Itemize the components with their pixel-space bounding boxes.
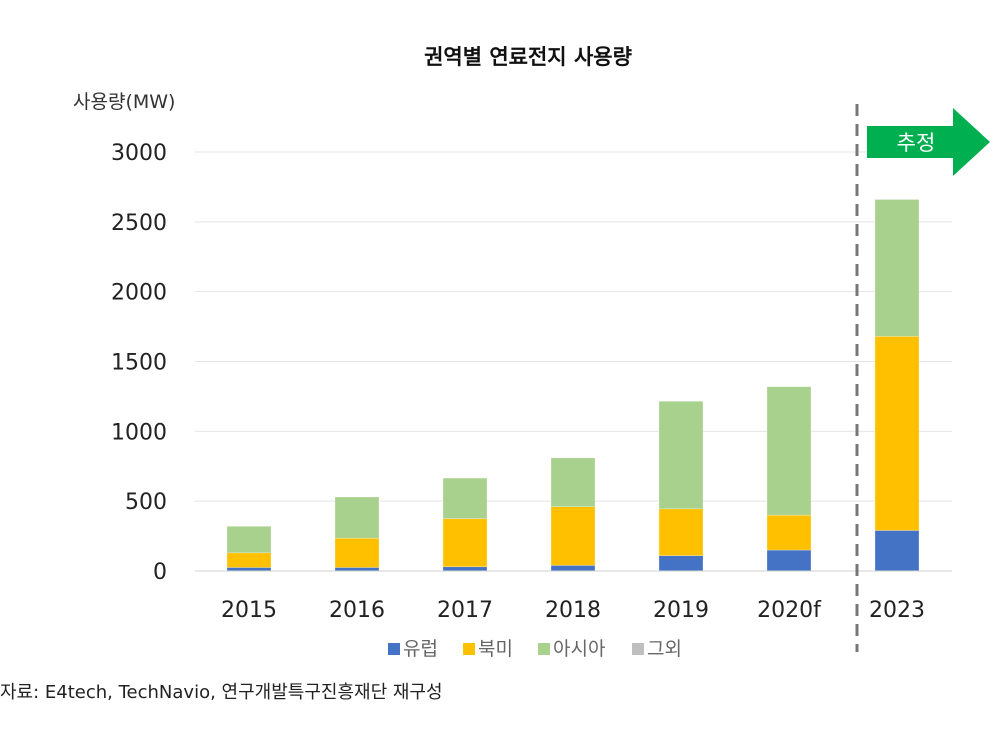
- bar-segment: [442, 477, 488, 519]
- y-tick-label: 0: [153, 560, 167, 585]
- y-tick-label: 3000: [111, 141, 167, 166]
- x-tick-label: 2020f: [757, 598, 822, 623]
- legend-item: 그외: [632, 638, 682, 660]
- bar-segment: [766, 386, 812, 516]
- bar-segment: [226, 567, 272, 572]
- bar-segment: [550, 565, 596, 572]
- source-note: 자료: E4tech, TechNavio, 연구개발특구진흥재단 재구성: [0, 682, 443, 703]
- y-axis-ticks: 0 500 1000 1500 2000 2500 3000: [111, 141, 167, 585]
- y-tick-label: 1500: [111, 351, 167, 376]
- legend-label: 북미: [478, 638, 513, 660]
- bar-segment: [226, 526, 272, 554]
- gridlines: [195, 151, 952, 502]
- y-tick-label: 1000: [111, 420, 167, 445]
- legend-item: 북미: [463, 638, 513, 660]
- bar-segment: [658, 401, 704, 510]
- legend-swatch: [463, 643, 475, 655]
- bar-segment: [550, 506, 596, 566]
- bar-segment: [874, 199, 920, 337]
- legend-item: 유럽: [388, 638, 438, 660]
- x-tick-label: 2017: [437, 598, 493, 623]
- bar-segment: [442, 518, 488, 568]
- legend-label: 아시아: [553, 638, 605, 660]
- y-tick-label: 500: [125, 490, 167, 515]
- chart-title: 권역별 연료전지 사용량: [424, 45, 632, 69]
- bar-segment: [874, 336, 920, 531]
- x-tick-label: 2019: [653, 598, 709, 623]
- legend-swatch: [538, 643, 550, 655]
- x-tick-label: 2015: [221, 598, 277, 623]
- bar-segment: [874, 530, 920, 572]
- y-tick-label: 2500: [111, 211, 167, 236]
- x-tick-label: 2016: [329, 598, 385, 623]
- y-axis-label: 사용량(MW): [73, 91, 175, 113]
- bar-segment: [550, 457, 596, 508]
- legend: 유럽 북미 아시아 그외: [388, 638, 682, 660]
- bar-segment: [442, 566, 488, 572]
- bar-segment: [766, 514, 812, 551]
- legend-label: 유럽: [403, 638, 438, 660]
- bar-segment: [334, 567, 380, 572]
- x-tick-label: 2018: [545, 598, 601, 623]
- bar-segment: [226, 552, 272, 568]
- legend-label: 그외: [647, 638, 682, 660]
- forecast-arrow-shape: [867, 108, 990, 176]
- x-tick-label: 2023: [869, 598, 925, 623]
- bar-segment: [334, 496, 380, 539]
- forecast-arrow-label: 추정: [897, 131, 936, 155]
- forecast-arrow: 추정: [867, 108, 990, 176]
- legend-swatch: [388, 643, 400, 655]
- bar-segment: [658, 555, 704, 572]
- bar-segment: [766, 549, 812, 572]
- bar-segment: [334, 537, 380, 568]
- legend-item: 아시아: [538, 638, 605, 660]
- x-axis-ticks: 2015 2016 2017 2018 2019 2020f 2023: [221, 598, 925, 623]
- legend-swatch: [632, 643, 644, 655]
- y-tick-label: 2000: [111, 281, 167, 306]
- bars: [226, 199, 920, 572]
- bar-segment: [658, 508, 704, 556]
